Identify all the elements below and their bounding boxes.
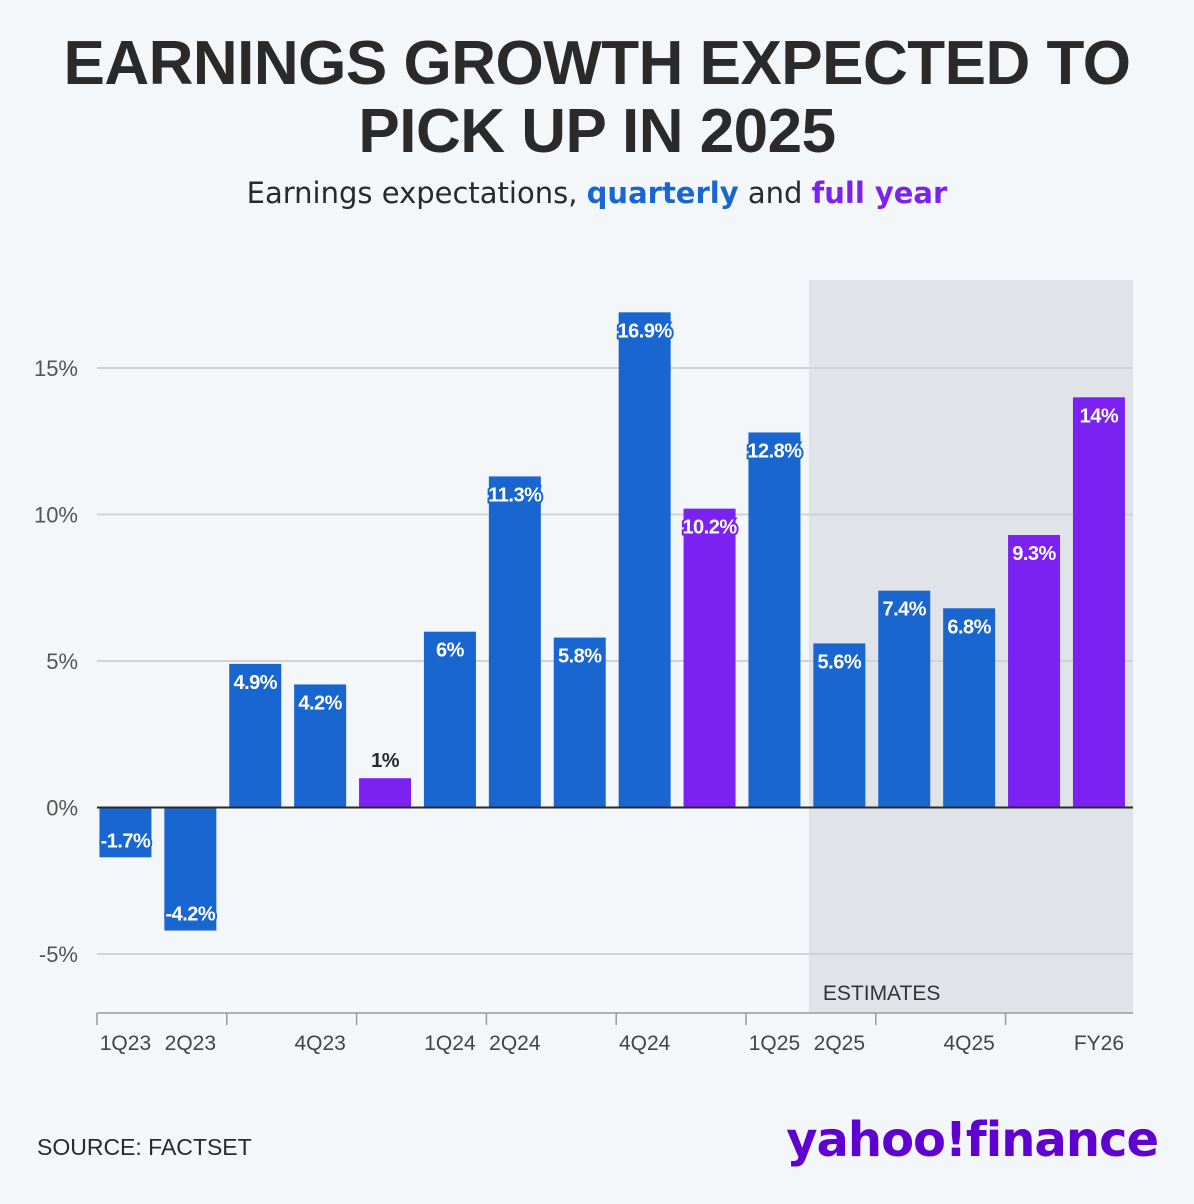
y-tick-label: 15% bbox=[34, 356, 78, 381]
subtitle-prefix: Earnings expectations, bbox=[246, 176, 578, 210]
subtitle-and: and bbox=[747, 176, 803, 210]
y-tick-label: 5% bbox=[46, 649, 78, 674]
bar bbox=[99, 807, 152, 858]
data-label: 4.2% bbox=[298, 692, 342, 714]
data-label: 4.9% bbox=[233, 672, 277, 694]
source-note: SOURCE: FACTSET bbox=[37, 1134, 252, 1160]
bar bbox=[488, 476, 541, 808]
data-label: 7.4% bbox=[882, 599, 926, 621]
bar bbox=[813, 643, 866, 808]
x-tick-label: 4Q25 bbox=[943, 1032, 994, 1055]
data-label: 12.8% bbox=[747, 440, 802, 462]
estimates-label: ESTIMATES bbox=[823, 982, 940, 1005]
x-tick-label: 1Q23 bbox=[100, 1032, 151, 1055]
data-label: 11.3% bbox=[488, 484, 542, 506]
bar bbox=[683, 508, 736, 808]
data-label: 9.3% bbox=[1012, 543, 1056, 565]
data-label: 16.9% bbox=[618, 320, 673, 342]
subtitle-full-year: full year bbox=[811, 176, 948, 210]
data-label: 6% bbox=[436, 640, 465, 662]
x-tick-label: 2Q25 bbox=[814, 1032, 865, 1055]
x-tick-label: 4Q24 bbox=[619, 1032, 671, 1055]
bar bbox=[294, 684, 347, 808]
data-label: -1.7% bbox=[101, 830, 151, 852]
title-line-2: PICK UP IN 2025 bbox=[358, 97, 836, 166]
data-label: 5.8% bbox=[558, 646, 602, 668]
x-tick-label: 1Q24 bbox=[424, 1032, 476, 1055]
y-tick-label: -5% bbox=[39, 942, 78, 967]
bar bbox=[1008, 535, 1061, 808]
y-tick-label: 10% bbox=[34, 503, 78, 528]
chart-subtitle: Earnings expectations, quarterly and ful… bbox=[0, 176, 1194, 210]
bar bbox=[423, 631, 476, 808]
bar bbox=[943, 608, 996, 808]
bar bbox=[359, 778, 412, 808]
data-label: -4.2% bbox=[165, 904, 215, 926]
bar bbox=[748, 432, 801, 808]
y-tick-label: 0% bbox=[46, 796, 78, 821]
data-label: 10.2% bbox=[682, 517, 737, 539]
data-label: 5.6% bbox=[818, 651, 862, 673]
x-tick-label: 1Q25 bbox=[749, 1032, 800, 1055]
yahoo-finance-logo: yahoo!finance bbox=[786, 1112, 1159, 1168]
chart-title: EARNINGS GROWTH EXPECTED TO PICK UP IN 2… bbox=[0, 30, 1194, 166]
subtitle-quarterly: quarterly bbox=[586, 176, 739, 210]
bar bbox=[553, 637, 606, 808]
bar bbox=[1072, 397, 1125, 808]
data-label: 6.8% bbox=[947, 616, 991, 638]
x-tick-label: FY26 bbox=[1074, 1032, 1124, 1055]
data-label: 1% bbox=[371, 750, 400, 772]
x-tick-label: 2Q24 bbox=[489, 1032, 541, 1055]
bar bbox=[618, 312, 671, 808]
x-tick-label: 4Q23 bbox=[294, 1032, 345, 1055]
bar bbox=[878, 590, 931, 808]
bar bbox=[229, 663, 282, 808]
data-label: 14% bbox=[1080, 405, 1119, 427]
bar bbox=[164, 807, 217, 931]
title-line-1: EARNINGS GROWTH EXPECTED TO bbox=[63, 29, 1132, 98]
x-tick-label: 2Q23 bbox=[165, 1032, 216, 1055]
